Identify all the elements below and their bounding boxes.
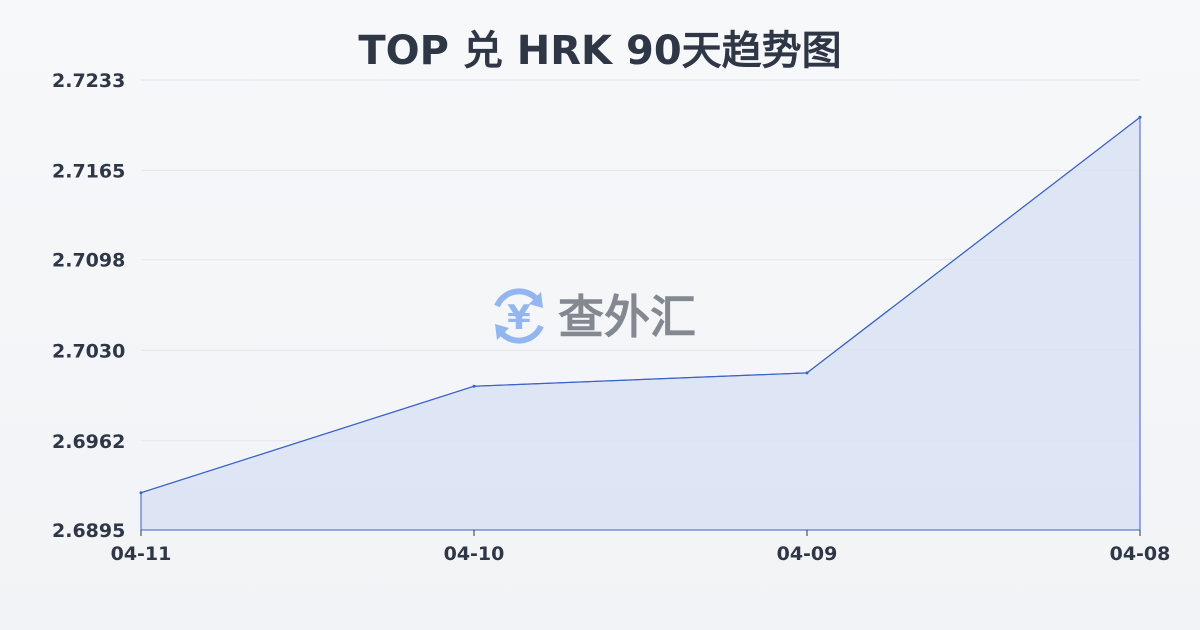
- x-axis: 04-11 04-10 04-09 04-08: [111, 530, 1171, 565]
- y-axis: 2.7233 2.7165 2.7098 2.7030 2.6962 2.6895: [52, 70, 125, 542]
- y-tick-label: 2.7098: [52, 250, 125, 272]
- svg-text:¥: ¥: [507, 298, 531, 338]
- watermark-text: 查外汇: [558, 290, 696, 344]
- data-point: [139, 491, 143, 495]
- series-line: [140, 116, 1141, 494]
- chart-title: TOP 兑 HRK 90天趋势图: [358, 28, 842, 74]
- x-tick-label: 04-10: [444, 543, 505, 565]
- x-tick-label: 04-08: [1110, 543, 1171, 565]
- data-point: [472, 384, 476, 388]
- watermark: ¥ 查外汇: [494, 288, 696, 344]
- data-point: [1138, 115, 1142, 119]
- x-tick-label: 04-11: [111, 543, 172, 565]
- yen-exchange-icon: ¥: [494, 288, 544, 344]
- y-tick-label: 2.6895: [52, 520, 125, 542]
- y-tick-label: 2.7233: [52, 70, 125, 92]
- x-tick-label: 04-09: [777, 543, 838, 565]
- y-tick-label: 2.7165: [52, 161, 125, 183]
- y-tick-label: 2.6962: [52, 431, 125, 453]
- y-tick-label: 2.7030: [52, 340, 125, 362]
- data-point: [805, 371, 809, 375]
